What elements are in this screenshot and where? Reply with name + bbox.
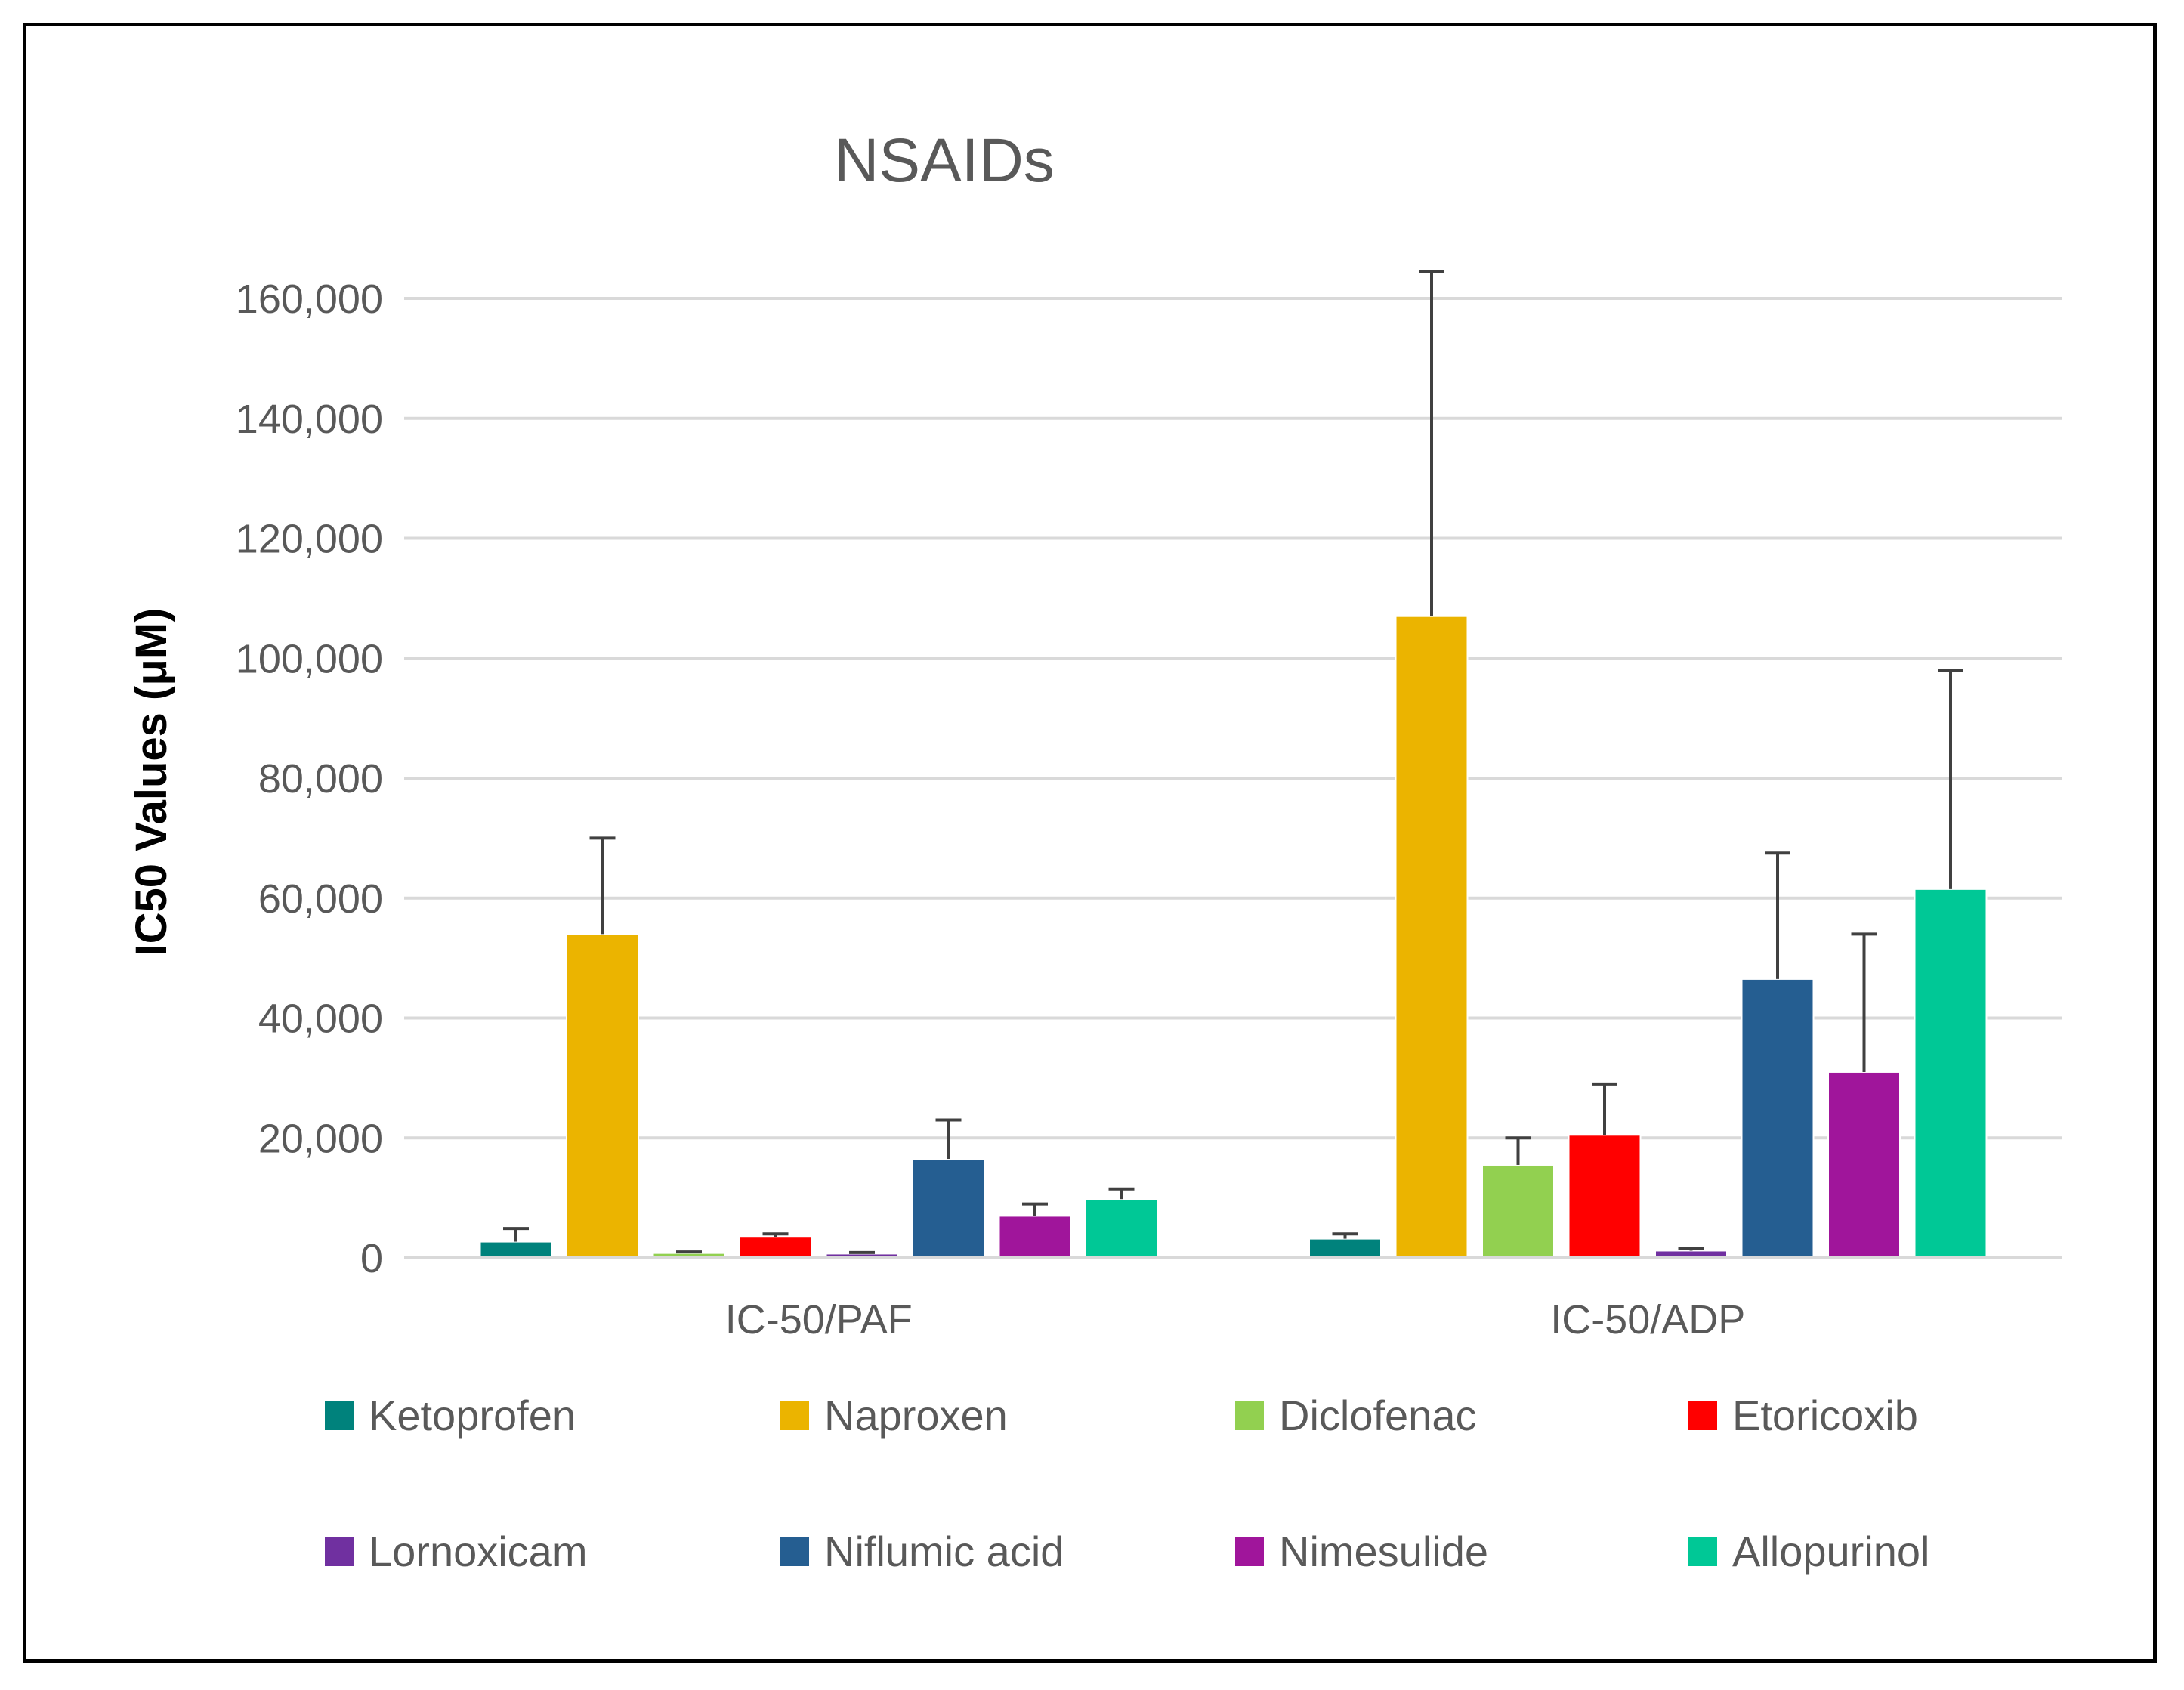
y-tick-label: 40,000 <box>258 996 383 1042</box>
legend-item-niflumic-acid: Niflumic acid <box>780 1528 1064 1575</box>
bar-etoricoxib-adp <box>1568 1134 1642 1259</box>
legend-item-ketoprofen: Ketoprofen <box>325 1392 576 1439</box>
y-axis-label: IC50 Values (μM) <box>127 608 176 956</box>
legend-label: Allopurinol <box>1732 1528 1930 1575</box>
x-category-label: IC-50/ADP <box>1550 1297 1745 1342</box>
legend-label: Nimesulide <box>1279 1528 1488 1575</box>
legend-label: Ketoprofen <box>369 1392 576 1439</box>
bars <box>479 615 1988 1259</box>
legend-item-etoricoxib: Etoricoxib <box>1688 1392 1918 1439</box>
bar-ketoprofen-adp <box>1308 1237 1382 1259</box>
y-tick-label: 120,000 <box>236 517 383 562</box>
y-axis-ticks: 0 20,000 40,000 60,000 80,000 100,000 120,000 1… <box>236 277 383 1281</box>
bar-etoricoxib-paf <box>739 1236 812 1259</box>
x-axis: IC-50/PAF IC-50/ADP <box>404 1256 2062 1342</box>
legend-swatch <box>1235 1537 1264 1566</box>
legend-swatch <box>780 1401 809 1430</box>
legend: Ketoprofen Naproxen Diclofenac Etoricoxib Lo… <box>325 1392 1930 1575</box>
legend-swatch <box>780 1537 809 1566</box>
legend-item-lornoxicam: Lornoxicam <box>325 1528 587 1575</box>
legend-label: Diclofenac <box>1279 1392 1476 1439</box>
bar-nimesulide-paf <box>998 1215 1072 1259</box>
y-tick-label: 0 <box>360 1236 383 1281</box>
chart: NSAIDs IC50 Values (μM) 0 20,000 40,000 60,… <box>127 126 2062 1575</box>
error-bars <box>503 270 1963 1254</box>
legend-item-naproxen: Naproxen <box>780 1392 1008 1439</box>
bar-nimesulide-adp <box>1827 1071 1901 1259</box>
legend-label: Naproxen <box>824 1392 1008 1439</box>
chart-title: NSAIDs <box>834 126 1055 195</box>
y-tick-label: 140,000 <box>236 397 383 442</box>
y-tick-label: 60,000 <box>258 876 383 922</box>
legend-label: Niflumic acid <box>824 1528 1064 1575</box>
bar-allopurinol-adp <box>1914 888 1988 1259</box>
gridlines <box>404 297 2062 1140</box>
legend-swatch <box>1235 1401 1264 1430</box>
bar-ketoprofen-paf <box>479 1240 553 1259</box>
chart-frame: NSAIDs IC50 Values (μM) 0 20,000 40,000 60,… <box>23 23 2157 1663</box>
y-tick-label: 80,000 <box>258 756 383 802</box>
bar-niflumic-acid-adp <box>1741 978 1815 1259</box>
x-category-label: IC-50/PAF <box>725 1297 913 1342</box>
y-tick-label: 20,000 <box>258 1116 383 1161</box>
legend-swatch <box>1688 1401 1717 1430</box>
bar-niflumic-acid-paf <box>912 1158 985 1259</box>
y-tick-label: 100,000 <box>236 636 383 681</box>
legend-label: Lornoxicam <box>369 1528 587 1575</box>
legend-item-allopurinol: Allopurinol <box>1688 1528 1930 1575</box>
y-tick-label: 160,000 <box>236 277 383 322</box>
bar-diclofenac-adp <box>1481 1163 1555 1259</box>
bar-allopurinol-paf <box>1085 1198 1158 1259</box>
legend-swatch <box>1688 1537 1717 1566</box>
legend-swatch <box>325 1401 354 1430</box>
bar-naproxen-adp <box>1395 615 1469 1259</box>
legend-swatch <box>325 1537 354 1566</box>
bar-naproxen-paf <box>566 933 639 1259</box>
legend-label: Etoricoxib <box>1732 1392 1918 1439</box>
legend-item-nimesulide: Nimesulide <box>1235 1528 1488 1575</box>
legend-item-diclofenac: Diclofenac <box>1235 1392 1476 1439</box>
